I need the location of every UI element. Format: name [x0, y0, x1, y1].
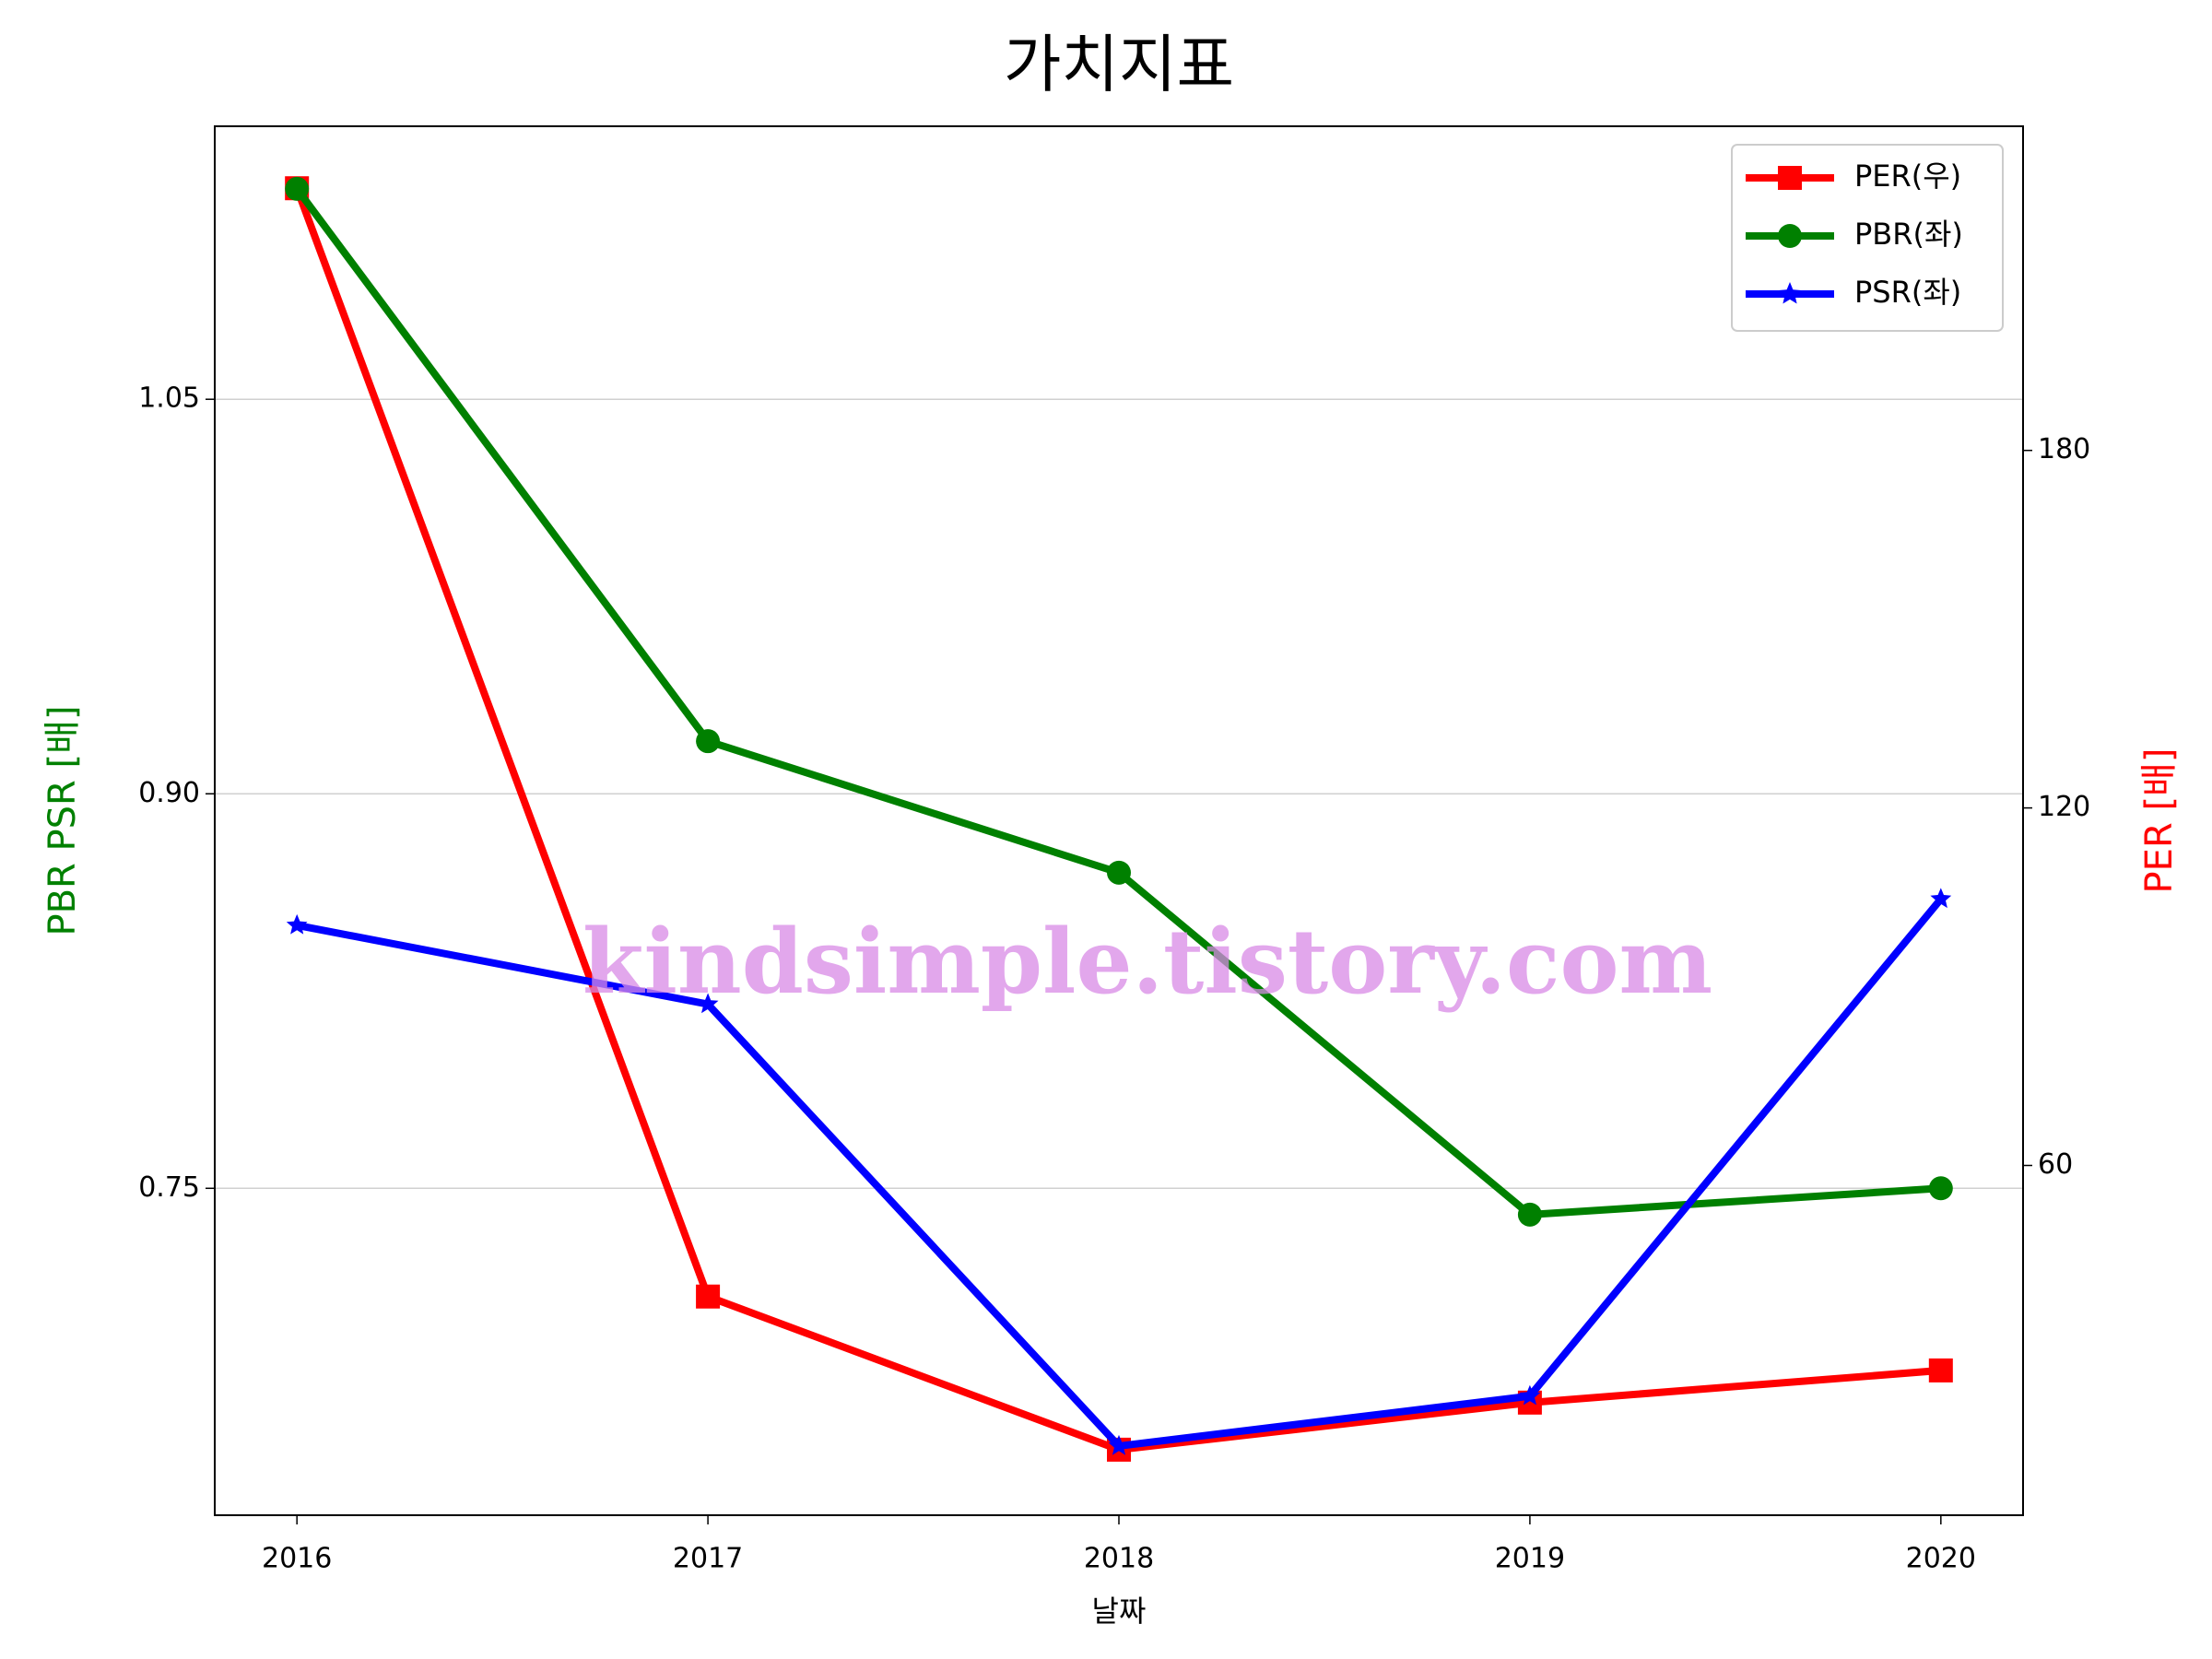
data-point: [286, 913, 308, 935]
watermark: kindsimple.tistory.com: [582, 910, 1712, 1014]
legend: PER(우) PBR(좌) PSR(좌): [1731, 144, 2004, 332]
x-axis-label: 날짜: [1092, 1594, 1147, 1629]
data-point: [1928, 1176, 1953, 1201]
x-tick-label: 2017: [673, 1543, 743, 1575]
data-point: [696, 729, 721, 754]
chart-title: 가치지표: [1004, 29, 1234, 102]
y2-tick-label: 60: [2038, 1148, 2073, 1181]
y2-axis-label: PER [배]: [2138, 748, 2181, 894]
data-point: [697, 993, 719, 1014]
series-line: [293, 186, 1942, 1453]
y-tick-label: 0.75: [138, 1171, 200, 1204]
legend-marker: [1778, 166, 1802, 190]
data-point: [285, 176, 310, 201]
x-tick-label: 2016: [262, 1543, 332, 1575]
legend-box: [1731, 144, 2004, 332]
y-axis-label: PBR PSR [배]: [41, 705, 84, 935]
data-point: [1107, 860, 1131, 885]
legend-marker: [1778, 224, 1802, 248]
data-point: [1930, 888, 1952, 909]
data-point: [1928, 1358, 1953, 1382]
data-point: [696, 1284, 721, 1309]
plot-frame: [214, 125, 2024, 1516]
y2-tick-label: 120: [2038, 791, 2090, 823]
data-point: [1517, 1202, 1542, 1227]
series-line: [293, 186, 1942, 1218]
legend-label: PSR(좌): [1854, 275, 1961, 310]
x-tick-label: 2019: [1495, 1543, 1565, 1575]
data-point: [1519, 1384, 1541, 1406]
y-tick-label: 0.90: [138, 777, 200, 809]
y-tick-label: 1.05: [138, 382, 200, 415]
x-tick-label: 2020: [1906, 1543, 1976, 1575]
legend-marker: [1778, 282, 1802, 304]
y2-tick-label: 180: [2038, 433, 2090, 465]
data-point: [1108, 1434, 1130, 1455]
legend-label: PER(우): [1854, 159, 1961, 194]
x-tick-label: 2018: [1084, 1543, 1154, 1575]
legend-label: PBR(좌): [1854, 217, 1963, 252]
